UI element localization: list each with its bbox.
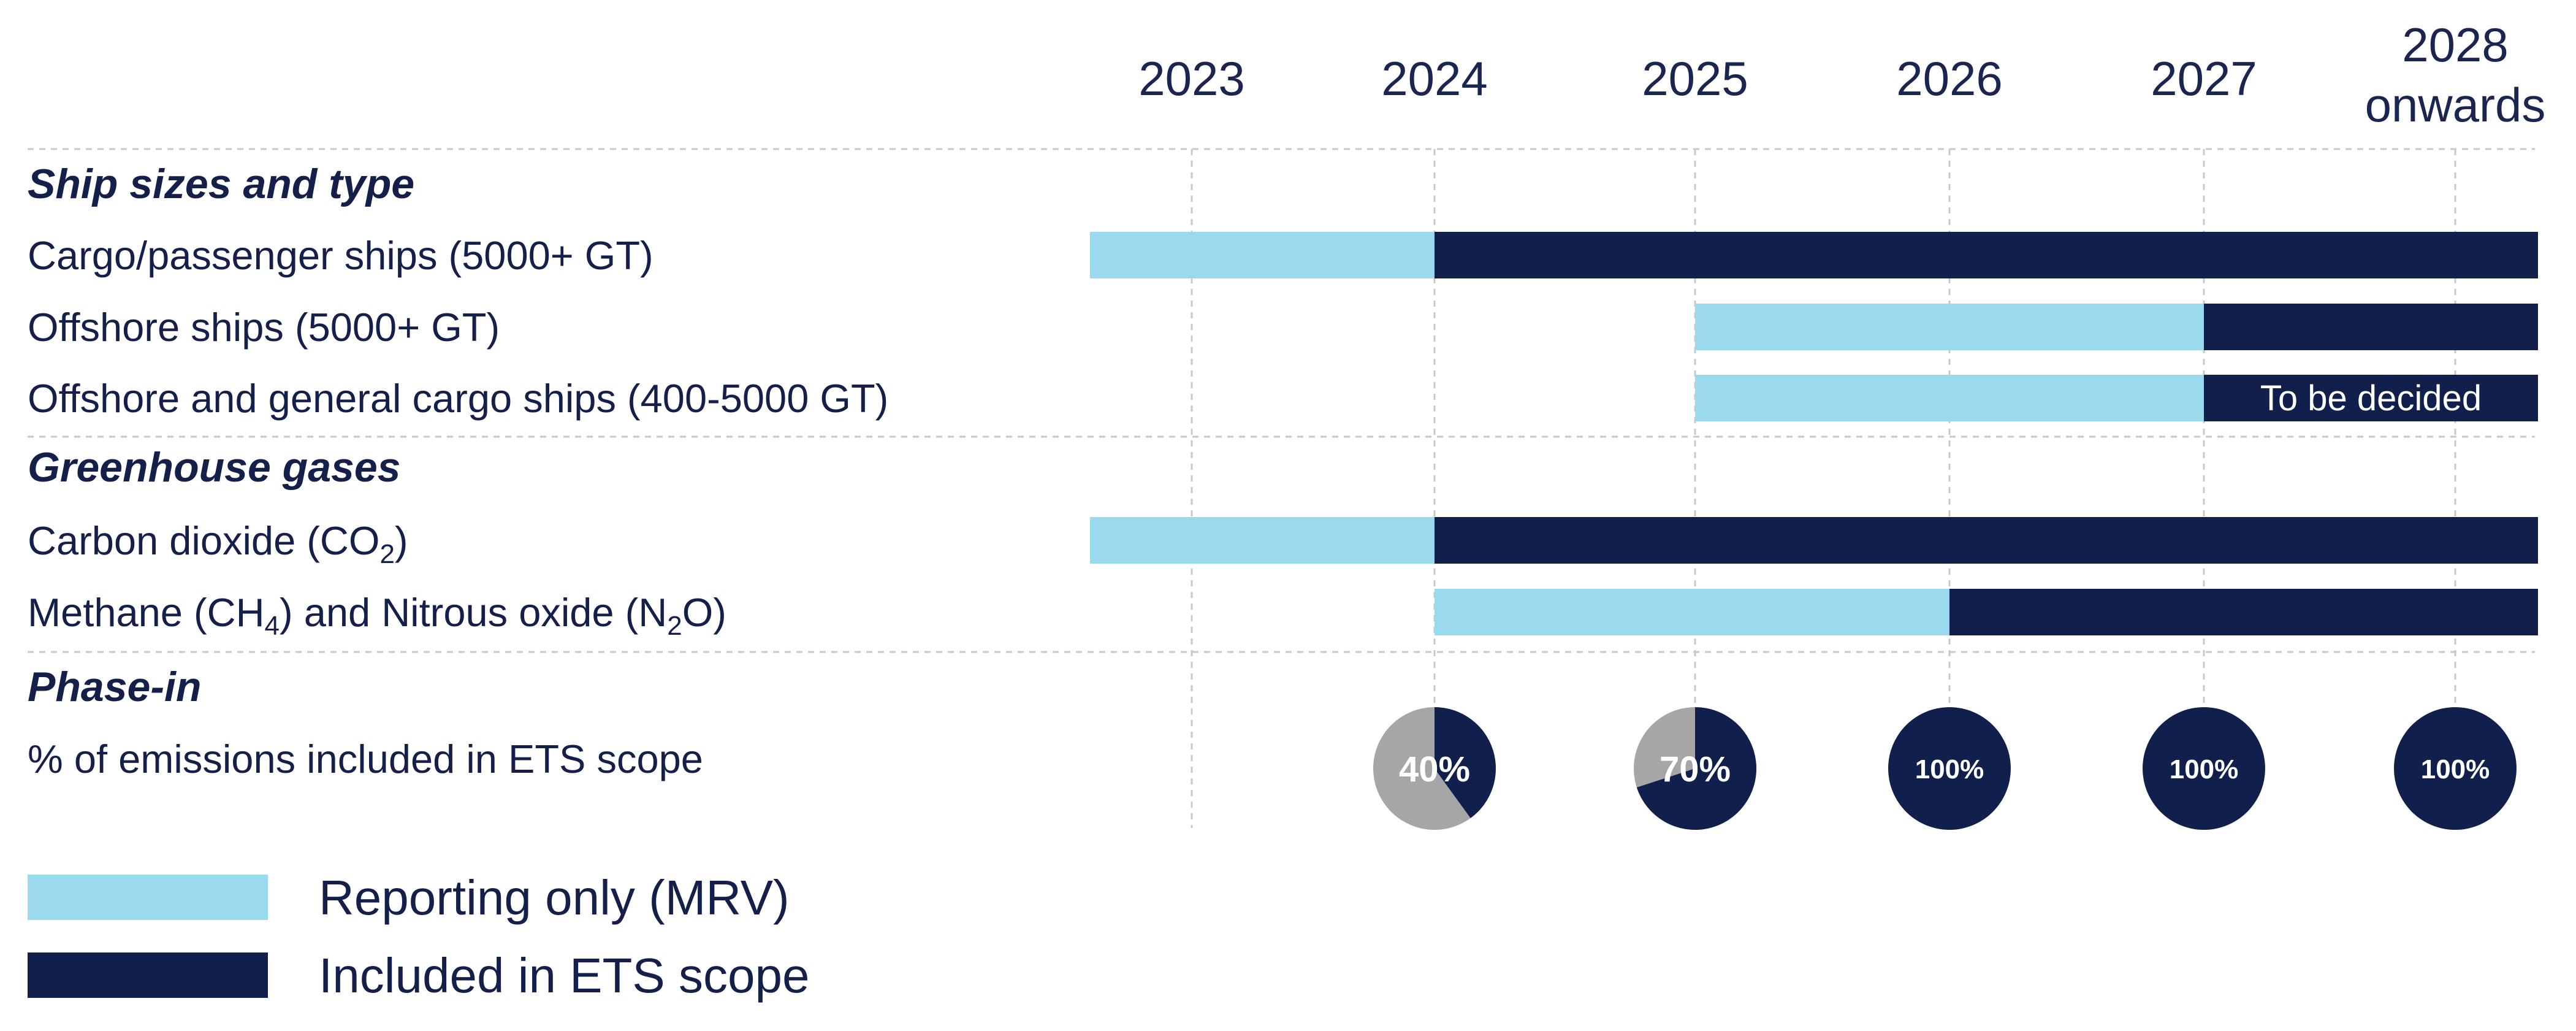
row-label: Offshore ships (5000+ GT) <box>28 305 500 350</box>
year-header-2023: 2023 <box>1138 52 1245 105</box>
row-label: Offshore and general cargo ships (400-50… <box>28 376 888 421</box>
pie-label: 100% <box>1915 754 1984 784</box>
year-header-2028: 2028 <box>2402 18 2509 72</box>
bar-ets <box>1949 589 2538 635</box>
pie-label: 70% <box>1660 749 1731 789</box>
label-part: O) <box>682 590 726 635</box>
legend-label: Included in ETS scope <box>319 948 809 1003</box>
section-heading: Phase-in <box>28 664 201 710</box>
pie-label: 40% <box>1399 749 1470 789</box>
label-subscript: 2 <box>379 539 394 569</box>
pie-ets-slice <box>1435 707 1496 818</box>
pie-full <box>2143 707 2265 830</box>
bar-ets <box>2204 375 2538 421</box>
row-label: Carbon dioxide (CO2) <box>28 518 408 569</box>
label-part: Methane (CH <box>28 590 265 635</box>
bar-reporting <box>1695 304 2204 350</box>
year-header-2025: 2025 <box>1642 52 1748 105</box>
year-header-2027: 2027 <box>2151 52 2257 105</box>
section-heading: Greenhouse gases <box>28 444 400 491</box>
bar-reporting <box>1435 589 1949 635</box>
bar-ets <box>1435 232 2538 278</box>
year-header-2024: 2024 <box>1381 52 1488 105</box>
bar-ets <box>2204 304 2538 350</box>
label-subscript: 2 <box>667 611 682 641</box>
legend-swatch-reporting <box>28 875 268 920</box>
label-part: Carbon dioxide (CO <box>28 518 379 563</box>
pie-label: 100% <box>2170 754 2239 784</box>
pie-full <box>1888 707 2011 830</box>
row-label: Cargo/passenger ships (5000+ GT) <box>28 233 654 278</box>
label-subscript: 4 <box>265 611 280 641</box>
bar-reporting <box>1090 232 1435 278</box>
legend-label: Reporting only (MRV) <box>319 870 790 925</box>
bar-annotation: To be decided <box>2260 378 2482 418</box>
row-label: Methane (CH4) and Nitrous oxide (N2O) <box>28 590 726 641</box>
bar-reporting <box>1090 517 1435 564</box>
pie-label: 100% <box>2421 754 2490 784</box>
label-part: ) and Nitrous oxide (N <box>280 590 667 635</box>
bar-ets <box>1435 517 2538 564</box>
pie-full <box>2394 707 2517 830</box>
phase-in-label: % of emissions included in ETS scope <box>28 737 703 781</box>
pie-ets-slice <box>1636 707 1756 830</box>
bar-reporting <box>1695 375 2204 421</box>
section-heading: Ship sizes and type <box>28 161 414 207</box>
year-header-onwards: onwards <box>2365 78 2546 132</box>
legend-swatch-ets <box>28 952 268 998</box>
year-header-2026: 2026 <box>1896 52 2003 105</box>
label-part: ) <box>395 518 408 563</box>
